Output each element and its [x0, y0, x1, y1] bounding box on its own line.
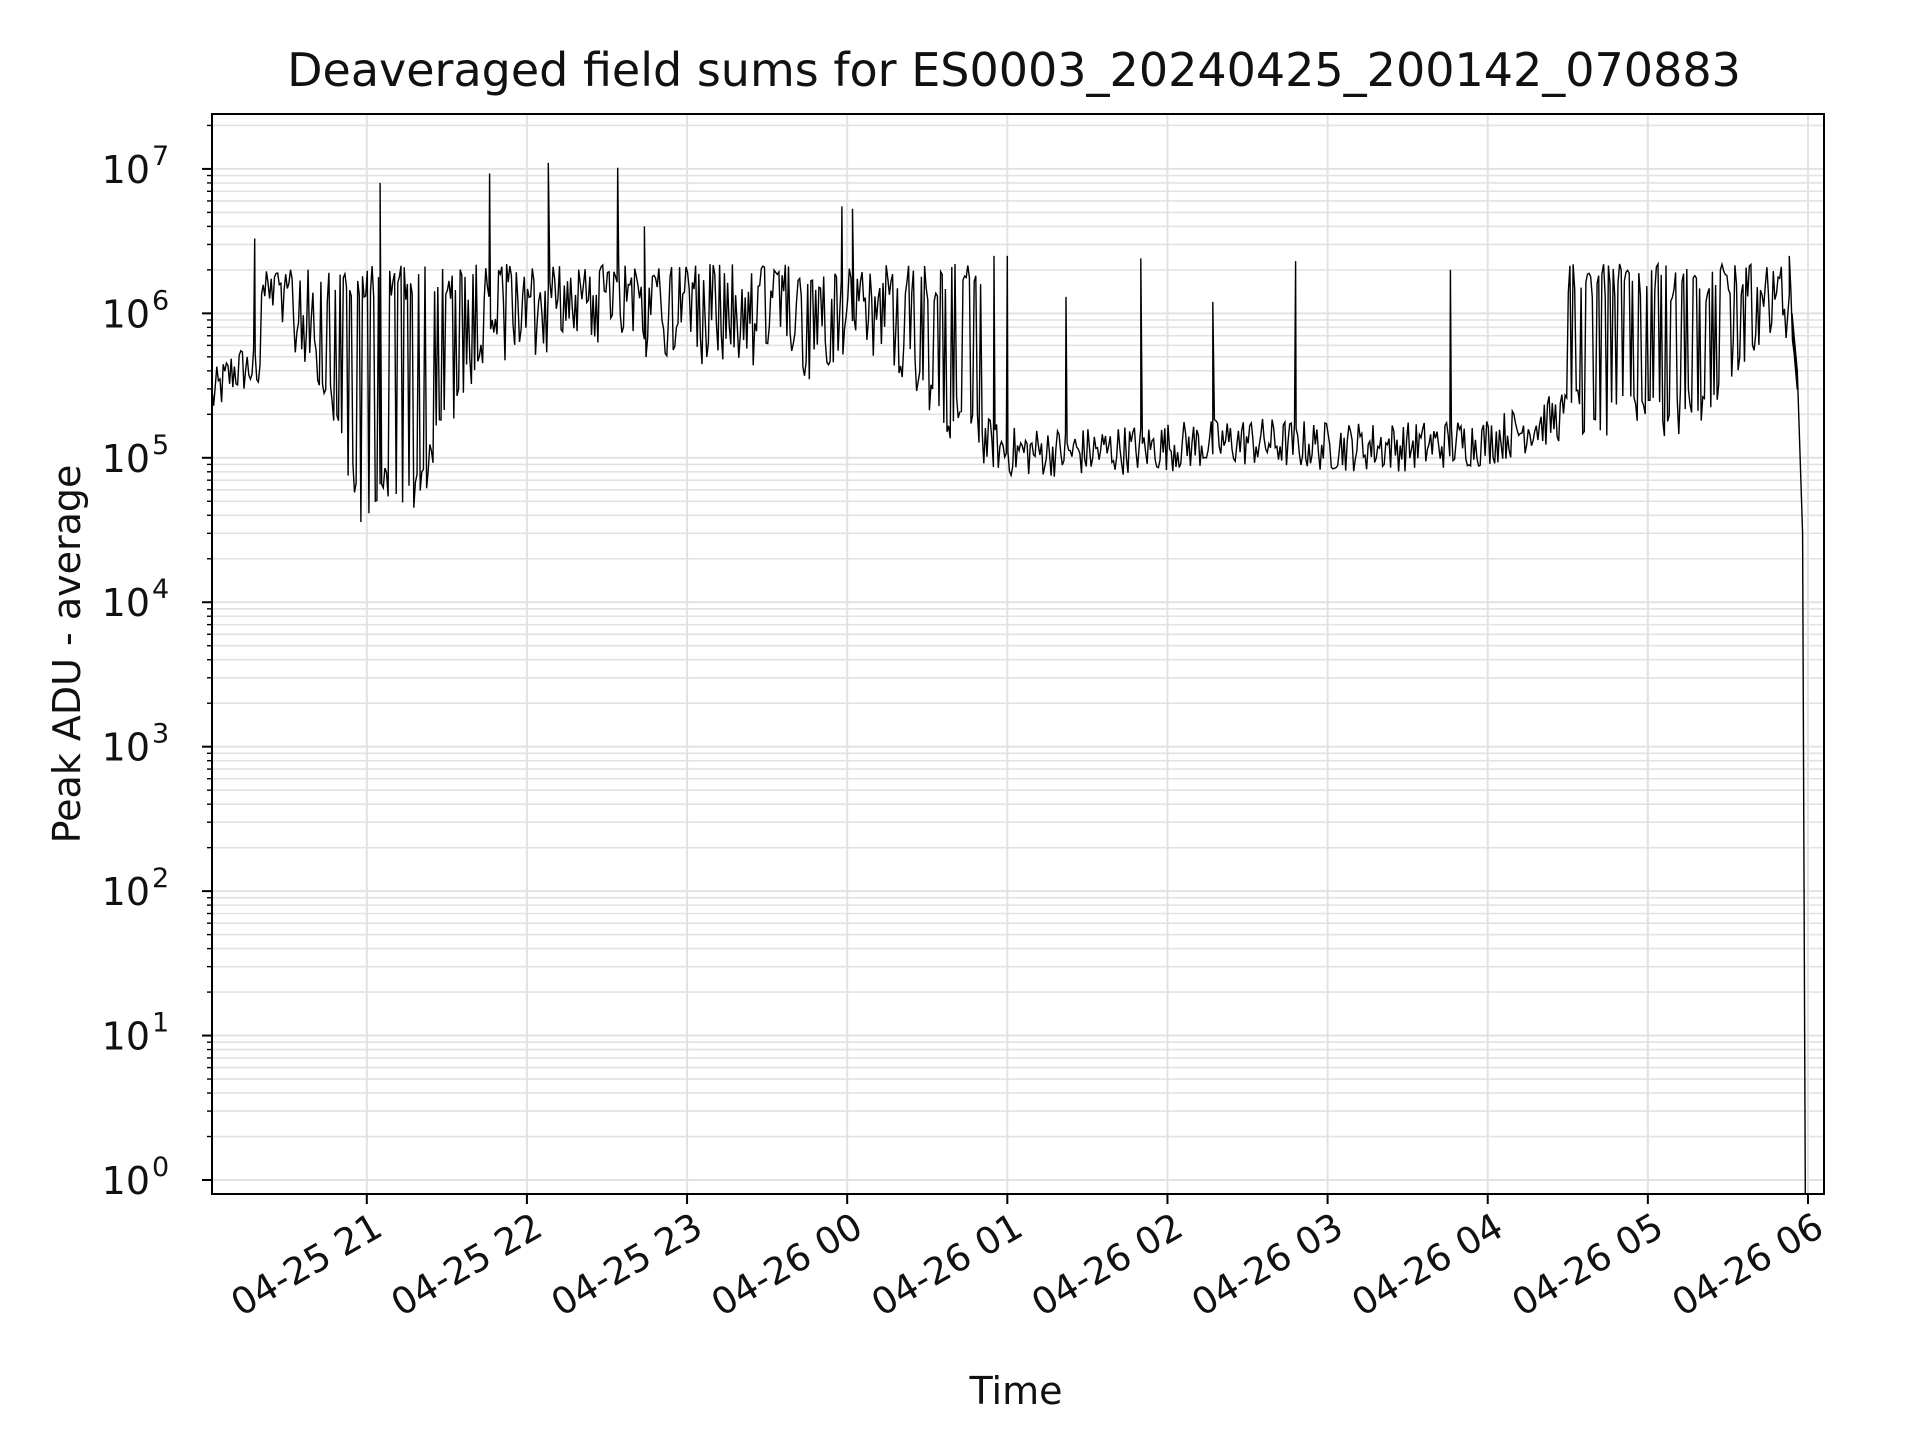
y-tick-label-exponent: 1 [152, 1008, 169, 1039]
y-tick-label: 10 [102, 1159, 150, 1203]
y-tick-label: 10 [102, 437, 150, 481]
y-tick-label-exponent: 2 [152, 863, 169, 894]
y-tick-label-exponent: 3 [152, 719, 169, 750]
y-tick-label-exponent: 7 [152, 141, 169, 172]
y-tick-label: 10 [102, 581, 150, 625]
y-tick-label: 10 [102, 148, 150, 192]
chart-title: Deaveraged field sums for ES0003_2024042… [287, 43, 1741, 97]
y-tick-label-exponent: 6 [152, 285, 169, 316]
y-tick-label-exponent: 4 [152, 574, 169, 605]
y-tick-label: 10 [102, 292, 150, 336]
y-tick-label: 10 [102, 1015, 150, 1059]
y-tick-label: 10 [102, 870, 150, 914]
series-line [211, 162, 1806, 1195]
plot-frame [211, 113, 1825, 1195]
data-layer [211, 162, 1806, 1195]
y-axis-label: Peak ADU - average [45, 465, 89, 844]
grid-layer [212, 114, 1824, 1194]
y-tick-label-exponent: 0 [152, 1152, 169, 1183]
y-tick-label-exponent: 5 [152, 430, 169, 461]
x-axis-label: Time [969, 1369, 1063, 1413]
y-tick-label: 10 [102, 726, 150, 770]
